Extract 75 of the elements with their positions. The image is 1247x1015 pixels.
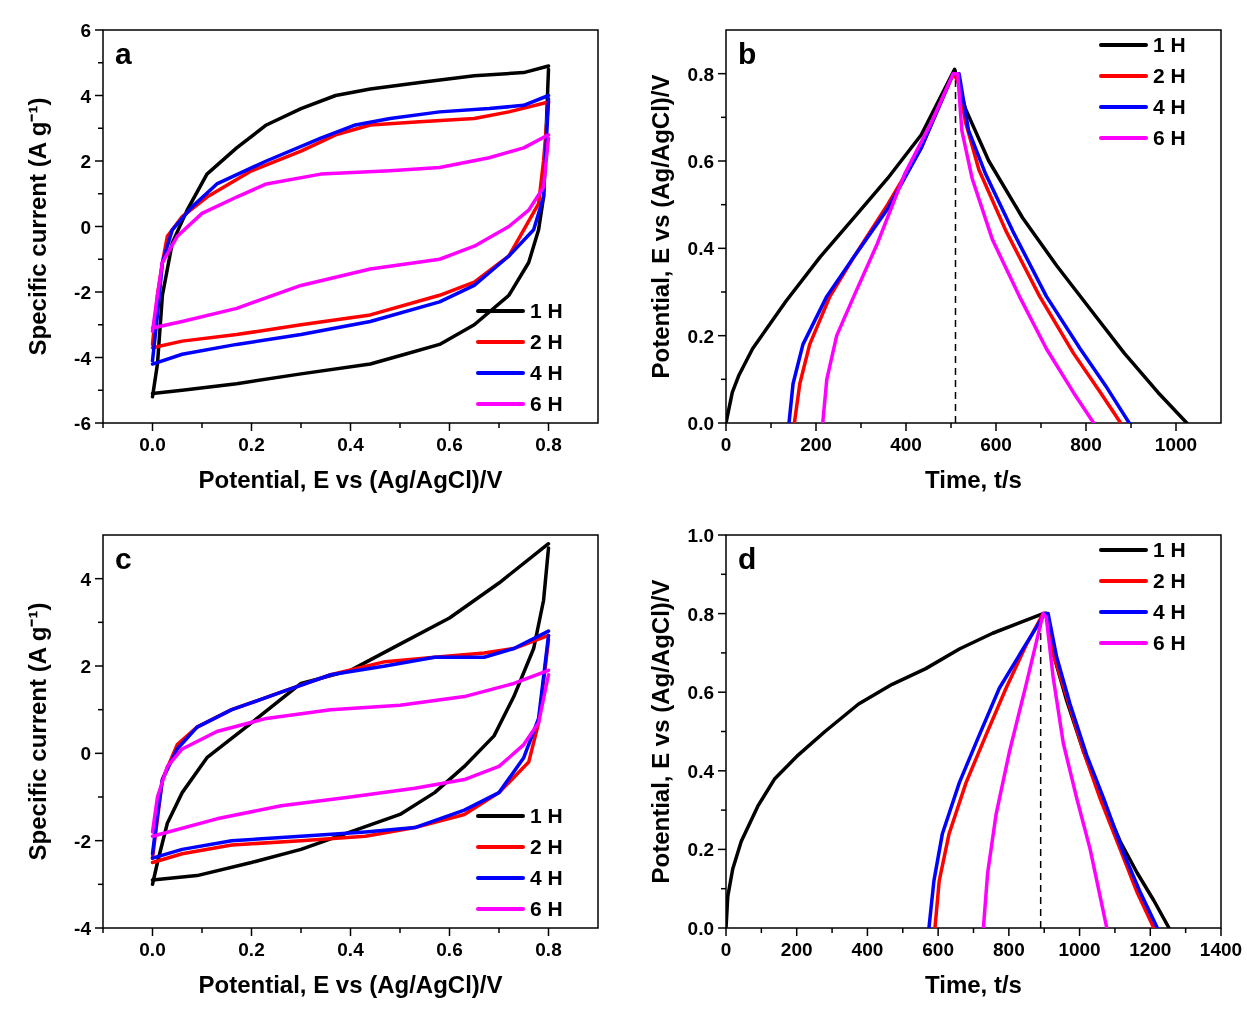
y-tick-label: 0.4 — [687, 760, 715, 782]
x-tick-label: 0.8 — [535, 434, 562, 455]
legend-label: 4 H — [1153, 95, 1186, 118]
x-tick-label: 800 — [1070, 434, 1102, 455]
legend-label: 4 H — [530, 866, 563, 889]
x-tick-label: 0.2 — [238, 939, 265, 960]
y-tick-label: -4 — [74, 918, 92, 939]
x-axis-title: Potential, E vs (Ag/AgCl)/V — [198, 466, 503, 493]
x-tick-label: 600 — [922, 939, 954, 960]
legend-label: 1 H — [530, 299, 563, 322]
chart-title: c — [115, 542, 132, 575]
y-tick-label: 0.2 — [687, 325, 714, 347]
y-tick-label: 1.0 — [687, 525, 714, 546]
x-tick-label: 1000 — [1154, 434, 1198, 455]
x-tick-label: 800 — [993, 939, 1025, 960]
x-tick-label: 0.8 — [535, 939, 562, 960]
legend-label: 6 H — [530, 897, 563, 920]
chart-title: b — [738, 37, 757, 70]
x-tick-label: 0 — [720, 939, 732, 960]
x-tick-label: 400 — [851, 939, 884, 960]
chart-title: d — [738, 542, 757, 575]
y-tick-label: -6 — [74, 413, 91, 434]
y-axis-title: Specific current (A g⁻¹) — [24, 602, 51, 861]
y-tick-label: 0.6 — [687, 682, 714, 704]
y-tick-label: 2 — [80, 151, 91, 172]
legend-label: 6 H — [1153, 631, 1186, 654]
y-tick-label: 0.8 — [687, 603, 714, 625]
y-tick-label: 0.2 — [687, 839, 714, 861]
y-axis-title: Specific current (A g⁻¹) — [24, 97, 51, 356]
x-tick-label: 1200 — [1129, 939, 1172, 960]
y-tick-label: 0.4 — [687, 238, 715, 260]
y-tick-label: 0.6 — [687, 151, 714, 172]
legend-label: 2 H — [530, 330, 563, 353]
x-tick-label: 0.2 — [238, 434, 265, 455]
x-axis-title: Time, t/s — [925, 971, 1022, 998]
y-axis-title: Potential, E vs (Ag/AgCl)/V — [647, 579, 674, 884]
x-tick-label: 1400 — [1199, 939, 1243, 960]
y-tick-label: -2 — [74, 830, 91, 852]
y-tick-label: 0 — [80, 216, 91, 238]
x-tick-label: 0.4 — [337, 434, 365, 455]
legend-label: 6 H — [1153, 126, 1186, 149]
x-tick-label: 0.6 — [436, 939, 463, 960]
legend-label: 6 H — [530, 392, 563, 415]
y-tick-label: 0 — [80, 743, 91, 765]
x-tick-label: 200 — [800, 434, 832, 455]
x-tick-label: 0.0 — [139, 434, 166, 455]
y-tick-label: 2 — [80, 656, 91, 677]
y-tick-label: 0.8 — [687, 63, 714, 85]
legend-label: 2 H — [1153, 64, 1186, 87]
x-tick-label: 400 — [890, 434, 922, 455]
x-axis-title: Time, t/s — [925, 466, 1022, 493]
y-tick-label: 4 — [80, 85, 92, 107]
chart-title: a — [115, 37, 132, 70]
x-tick-label: 1000 — [1058, 939, 1101, 960]
x-tick-label: 0.6 — [436, 434, 463, 455]
x-tick-label: 0.4 — [337, 939, 365, 960]
legend-label: 4 H — [1153, 600, 1186, 623]
legend-label: 1 H — [1153, 33, 1186, 56]
x-tick-label: 0.0 — [139, 939, 166, 960]
legend-label: 1 H — [1153, 538, 1186, 561]
y-tick-label: 6 — [80, 20, 91, 41]
x-tick-label: 600 — [980, 434, 1012, 455]
y-tick-label: -2 — [74, 282, 91, 303]
y-tick-label: -4 — [74, 347, 92, 369]
legend-label: 2 H — [1153, 569, 1186, 592]
legend-label: 4 H — [530, 361, 563, 384]
x-tick-label: 200 — [780, 939, 813, 960]
x-tick-label: 0 — [720, 434, 732, 455]
y-axis-title: Potential, E vs (Ag/AgCl)/V — [647, 74, 674, 379]
legend-label: 2 H — [530, 835, 563, 858]
y-tick-label: 0.0 — [687, 918, 714, 939]
x-axis-title: Potential, E vs (Ag/AgCl)/V — [198, 971, 503, 998]
y-tick-label: 4 — [80, 568, 92, 590]
y-tick-label: 0.0 — [687, 413, 714, 434]
legend-label: 1 H — [530, 804, 563, 827]
